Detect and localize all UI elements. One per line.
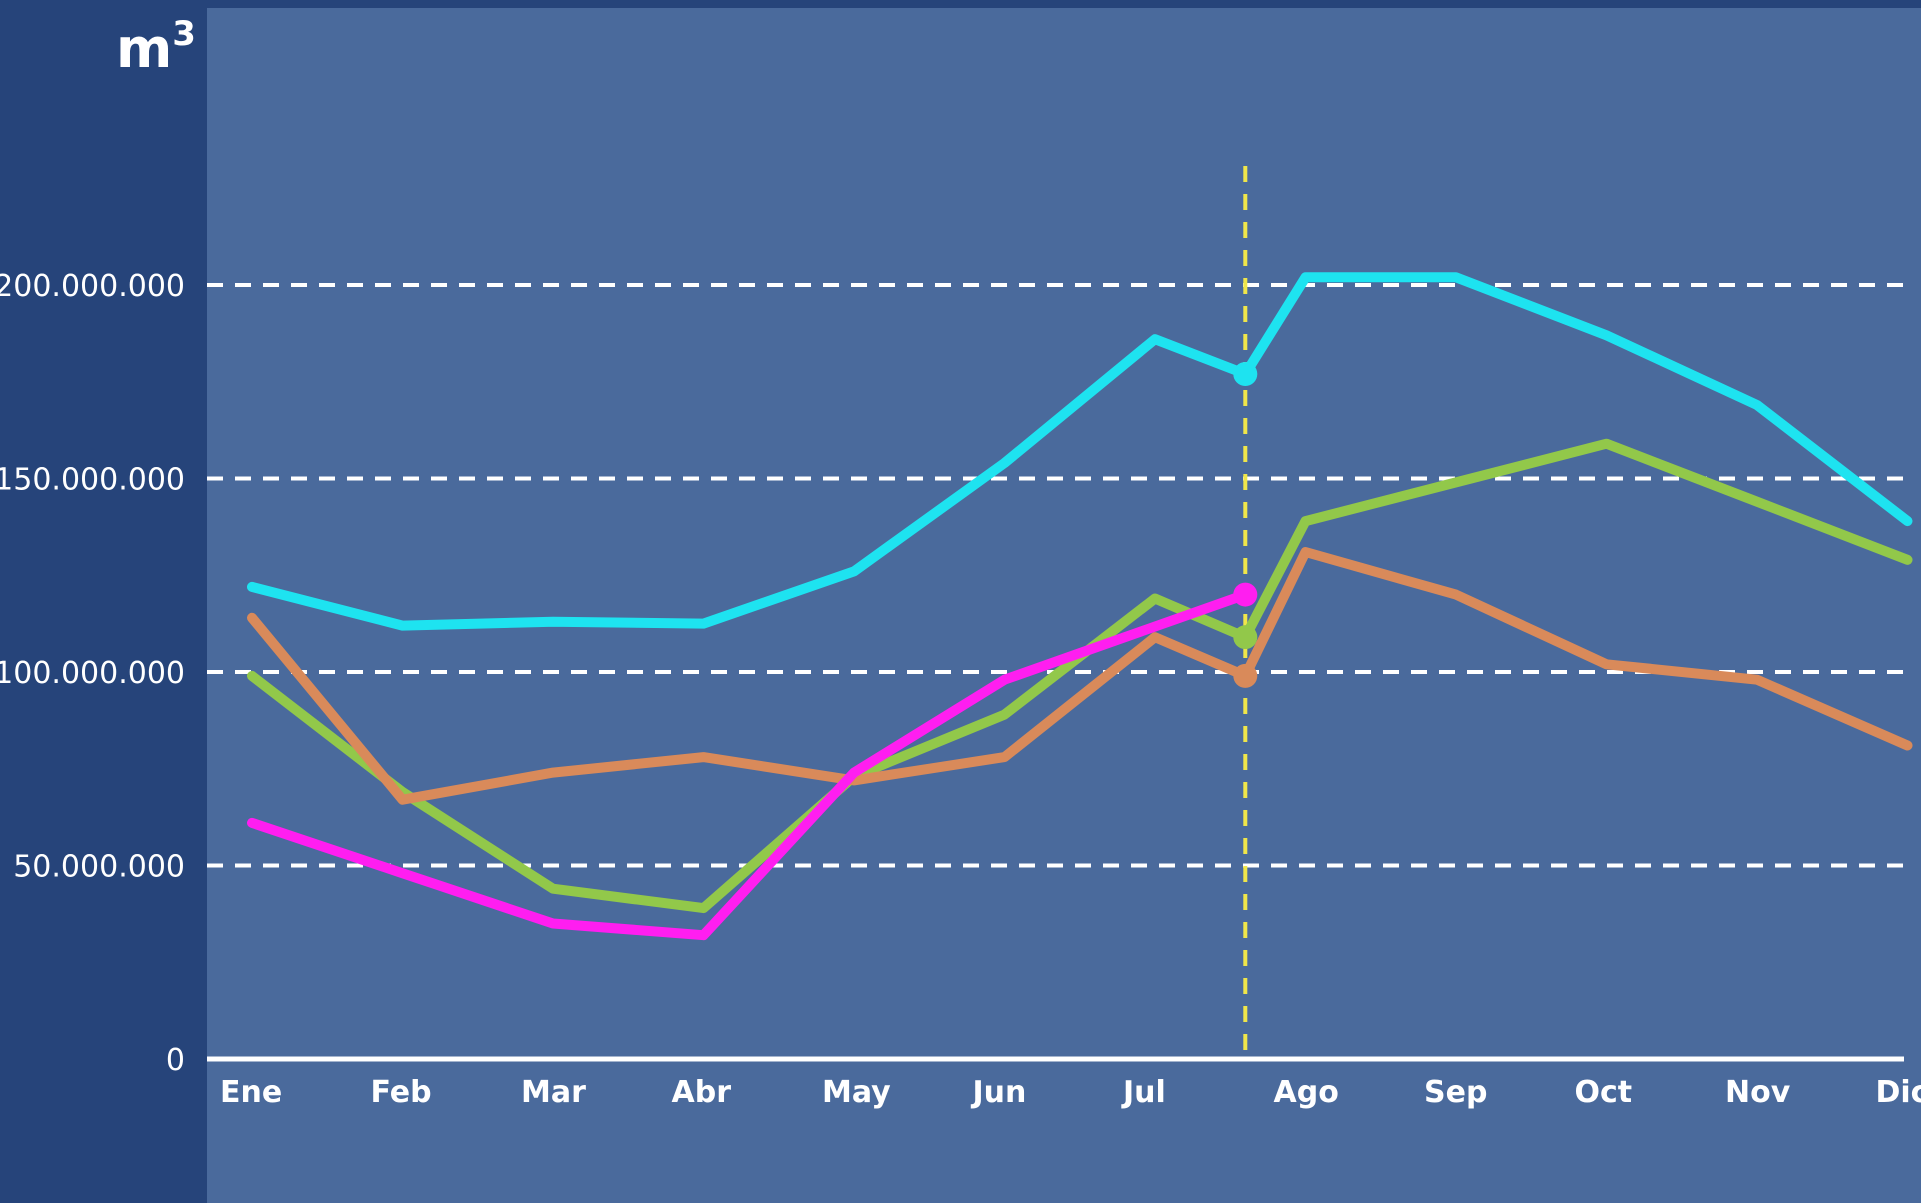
unit-base: m	[116, 17, 172, 80]
x-tick-label: Nov	[1725, 1075, 1791, 1110]
x-tick-label: Ago	[1274, 1075, 1339, 1110]
series-line	[247, 547, 1913, 805]
x-tick-label: Oct	[1575, 1075, 1633, 1110]
x-tick-label: Jul	[1121, 1075, 1166, 1110]
x-tick-label: Sep	[1424, 1075, 1487, 1110]
series-current-point	[1233, 362, 1258, 387]
series-current-point	[1233, 625, 1258, 650]
series-current-point	[1233, 663, 1258, 688]
x-tick-labels: Ene Feb Mar Abr May Jun Jul Ago Sep Oct Nov Dic	[220, 1075, 1921, 1110]
y-tick-label: 0	[166, 1043, 185, 1078]
series-line	[247, 438, 1913, 914]
y-tick-label: 100.000.000	[0, 656, 185, 691]
unit-superscript: 3	[172, 14, 196, 54]
y-tick-label: 200.000.000	[0, 269, 185, 304]
y-tick-labels: 0 50.000.000 100.000.000 150.000.000 200.000…	[0, 269, 185, 1078]
x-tick-label: Abr	[672, 1075, 732, 1110]
series-line	[247, 272, 1913, 631]
x-tick-label: Ene	[220, 1075, 282, 1110]
x-tick-label: Mar	[521, 1075, 586, 1110]
y-tick-label: 150.000.000	[0, 463, 185, 498]
y-axis-unit-label: m3	[116, 14, 196, 80]
y-tick-label: 50.000.000	[13, 850, 185, 885]
x-tick-label: Dic	[1876, 1075, 1921, 1110]
x-tick-label: Jun	[971, 1075, 1027, 1110]
series-current-point	[1233, 582, 1258, 607]
x-tick-label: May	[822, 1075, 891, 1110]
x-tick-label: Feb	[371, 1075, 432, 1110]
series-lines	[247, 272, 1913, 941]
plot-area	[207, 8, 1921, 1203]
series-line	[247, 589, 1251, 941]
